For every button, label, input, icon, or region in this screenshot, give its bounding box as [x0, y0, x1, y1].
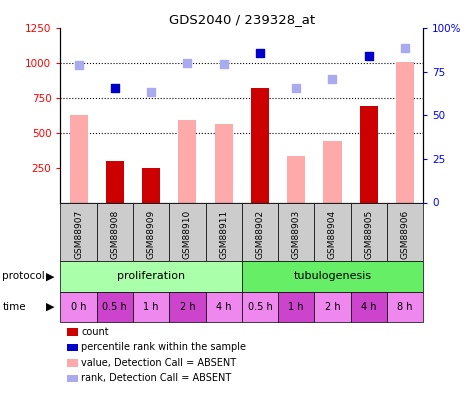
Text: GSM88903: GSM88903 — [292, 210, 301, 259]
Title: GDS2040 / 239328_at: GDS2040 / 239328_at — [169, 13, 315, 26]
Text: percentile rank within the sample: percentile rank within the sample — [81, 343, 246, 352]
Bar — [287, 156, 305, 202]
Text: 1 h: 1 h — [288, 302, 304, 312]
Text: value, Detection Call = ABSENT: value, Detection Call = ABSENT — [81, 358, 237, 368]
Bar — [142, 168, 160, 202]
Text: 2 h: 2 h — [325, 302, 340, 312]
Text: GSM88906: GSM88906 — [400, 210, 410, 259]
Text: count: count — [81, 327, 109, 337]
Text: ▶: ▶ — [46, 271, 54, 281]
Text: GSM88904: GSM88904 — [328, 210, 337, 259]
Point — [111, 85, 119, 92]
Text: proliferation: proliferation — [117, 271, 185, 281]
Text: ▶: ▶ — [46, 302, 54, 312]
Point — [329, 75, 336, 82]
Text: 4 h: 4 h — [361, 302, 377, 312]
Bar — [70, 115, 87, 202]
Bar — [215, 124, 233, 202]
Point — [220, 61, 227, 67]
Text: GSM88908: GSM88908 — [110, 210, 120, 259]
Text: 1 h: 1 h — [143, 302, 159, 312]
Bar — [360, 107, 378, 202]
Text: GSM88907: GSM88907 — [74, 210, 83, 259]
Point — [184, 60, 191, 66]
Point — [75, 61, 82, 68]
Point — [292, 85, 300, 92]
Bar — [106, 161, 124, 202]
Point — [401, 45, 409, 51]
Text: GSM88909: GSM88909 — [146, 210, 156, 259]
Text: GSM88905: GSM88905 — [364, 210, 373, 259]
Text: protocol: protocol — [2, 271, 45, 281]
Text: tubulogenesis: tubulogenesis — [293, 271, 372, 281]
Point — [147, 89, 155, 96]
Text: GSM88910: GSM88910 — [183, 210, 192, 259]
Point — [256, 50, 264, 57]
Bar — [396, 62, 414, 202]
Text: 2 h: 2 h — [179, 302, 195, 312]
Text: GSM88911: GSM88911 — [219, 210, 228, 259]
Text: rank, Detection Call = ABSENT: rank, Detection Call = ABSENT — [81, 373, 232, 383]
Text: 4 h: 4 h — [216, 302, 232, 312]
Text: time: time — [2, 302, 26, 312]
Bar — [251, 88, 269, 202]
Bar — [324, 141, 341, 202]
Text: 0.5 h: 0.5 h — [102, 302, 127, 312]
Text: GSM88902: GSM88902 — [255, 210, 265, 259]
Bar — [179, 120, 196, 202]
Text: 0.5 h: 0.5 h — [247, 302, 272, 312]
Point — [365, 53, 372, 60]
Text: 0 h: 0 h — [71, 302, 86, 312]
Text: 8 h: 8 h — [397, 302, 413, 312]
